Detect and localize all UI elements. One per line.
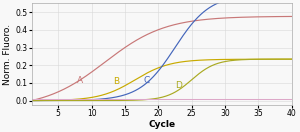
X-axis label: Cycle: Cycle — [148, 120, 175, 129]
Text: B: B — [113, 77, 119, 86]
Text: A: A — [77, 76, 83, 85]
Y-axis label: Norm. Fluoro.: Norm. Fluoro. — [4, 24, 13, 85]
Text: C: C — [144, 76, 150, 85]
Text: D: D — [175, 81, 182, 90]
